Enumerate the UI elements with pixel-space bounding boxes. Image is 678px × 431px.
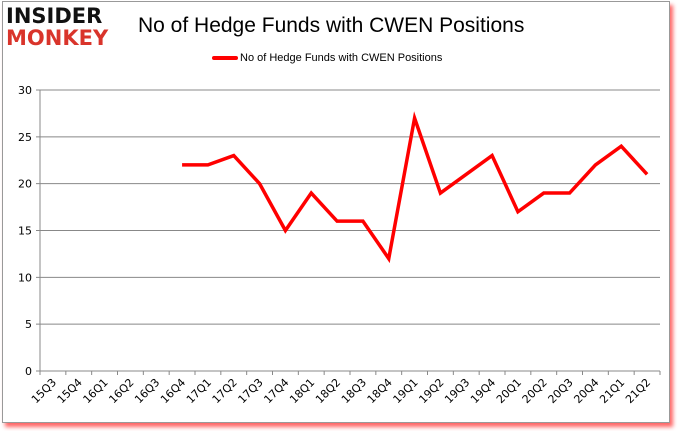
x-tick-label: 18Q3 xyxy=(339,376,369,406)
x-tick-label: 16Q2 xyxy=(106,376,136,406)
logo-line-2: MONKEY xyxy=(6,26,109,50)
x-tick-label: 18Q4 xyxy=(365,376,395,406)
y-tick-label: 5 xyxy=(25,318,32,331)
x-tick-label: 16Q3 xyxy=(132,376,162,406)
x-tick-label: 19Q2 xyxy=(416,376,446,406)
chart-title: No of Hedge Funds with CWEN Positions xyxy=(138,14,525,37)
y-tick-label: 0 xyxy=(25,365,32,378)
x-tick-label: 19Q4 xyxy=(468,376,498,406)
x-tick-label: 15Q4 xyxy=(55,376,85,406)
x-tick-label: 19Q3 xyxy=(442,376,472,406)
y-tick-label: 20 xyxy=(18,178,32,191)
x-tick-label: 17Q3 xyxy=(236,376,266,406)
x-tick-label: 21Q2 xyxy=(623,376,653,406)
x-tick-label: 16Q1 xyxy=(81,376,111,406)
x-tick-label: 20Q2 xyxy=(520,376,550,406)
y-tick-label: 30 xyxy=(18,84,32,97)
x-tick-label: 17Q1 xyxy=(184,376,214,406)
x-tick-label: 20Q3 xyxy=(546,376,576,406)
insider-monkey-logo: INSIDER MONKEY xyxy=(6,6,108,49)
x-tick-label: 20Q4 xyxy=(571,376,601,406)
x-tick-label: 20Q1 xyxy=(494,376,524,406)
x-tick-label: 18Q1 xyxy=(287,376,317,406)
chart-legend: No of Hedge Funds with CWEN Positions xyxy=(212,52,442,64)
y-tick-label: 25 xyxy=(18,131,32,144)
y-tick-label: 10 xyxy=(18,271,32,284)
x-tick-label: 19Q1 xyxy=(391,376,421,406)
chart-frame xyxy=(2,1,670,423)
series-line xyxy=(182,111,649,264)
y-tick-label: 15 xyxy=(18,225,32,238)
x-tick-label: 21Q1 xyxy=(597,376,627,406)
x-tick-label: 17Q4 xyxy=(261,376,291,406)
legend-line-icon xyxy=(212,56,238,60)
logo-line-1: INSIDER xyxy=(6,4,103,28)
x-tick-label: 15Q3 xyxy=(29,376,59,406)
x-tick-label: 17Q2 xyxy=(210,376,240,406)
legend-label: No of Hedge Funds with CWEN Positions xyxy=(240,52,443,64)
x-tick-label: 18Q2 xyxy=(313,376,343,406)
x-tick-label: 16Q4 xyxy=(158,376,188,406)
